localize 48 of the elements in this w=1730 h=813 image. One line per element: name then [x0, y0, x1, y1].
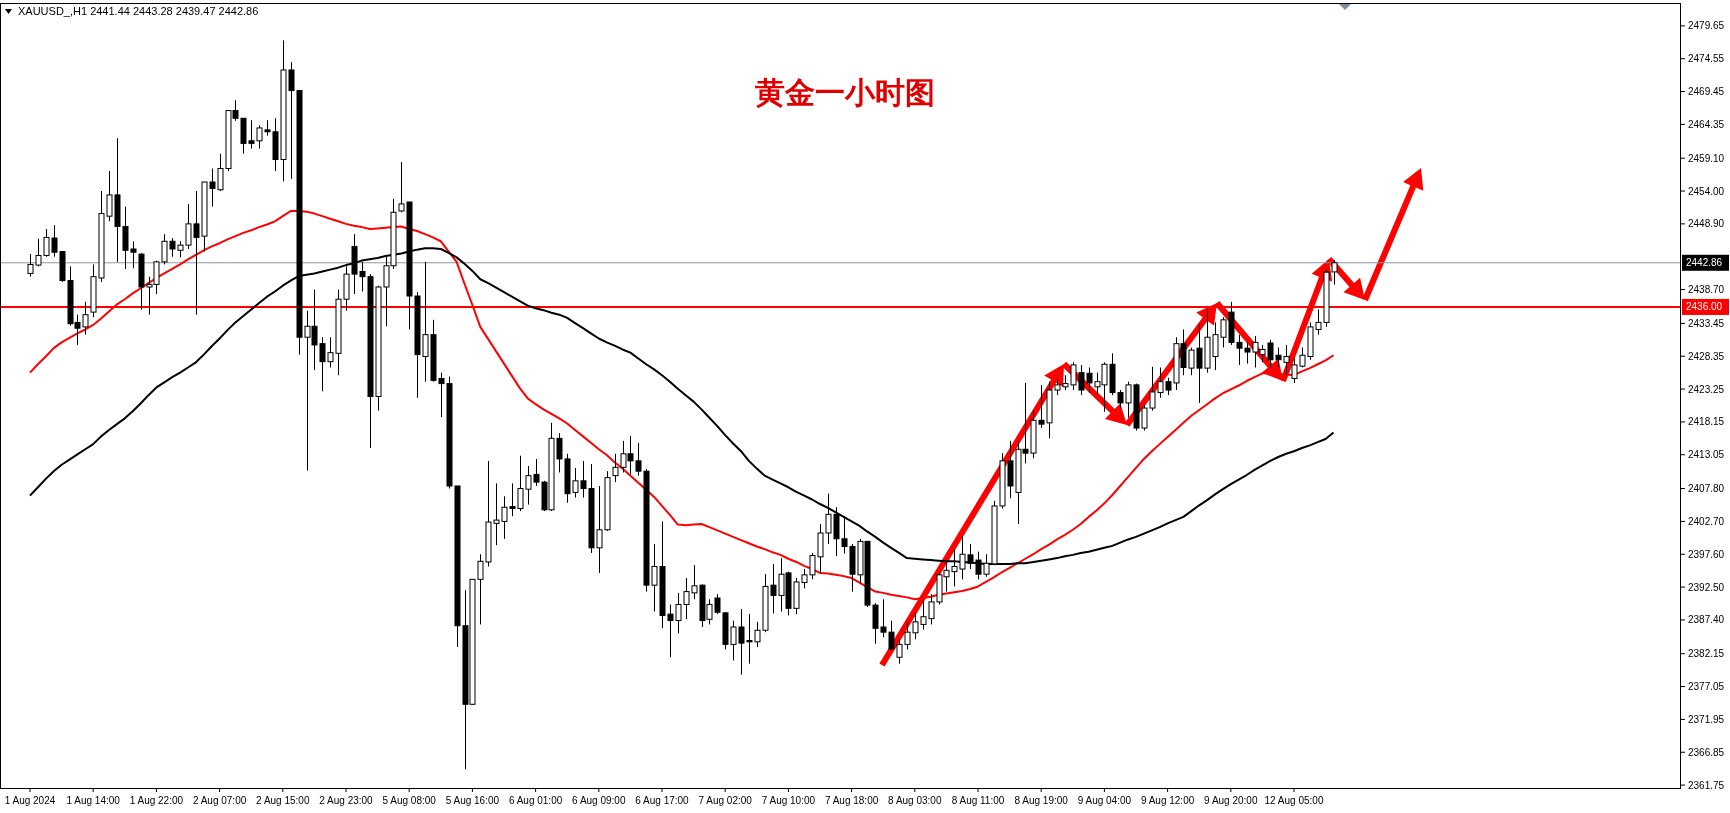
x-tick-label: 12 Aug 05:00: [1264, 795, 1324, 806]
x-tick-label: 6 Aug 17:00: [635, 795, 690, 806]
y-tick-label: 2413.05: [1688, 449, 1725, 461]
x-tick-label: 9 Aug 04:00: [1077, 795, 1132, 806]
text: 黄金一小时图: [755, 75, 935, 110]
y-tick-label: 2438.70: [1688, 284, 1725, 296]
x-tick-label: 5 Aug 16:00: [445, 795, 500, 806]
x-tick-label: 2 Aug 07:00: [192, 795, 247, 806]
y-tick-label: 2407.80: [1688, 483, 1725, 495]
x-tick-label: 8 Aug 19:00: [1014, 795, 1069, 806]
y-tick-label: 2377.05: [1688, 681, 1725, 693]
y-tick-label: 2371.95: [1688, 713, 1725, 725]
y-tick-label: 2479.65: [1688, 20, 1725, 32]
y-tick-label: 2448.90: [1688, 218, 1725, 230]
ref-line-label: 2436.00: [1686, 301, 1723, 313]
y-tick-label: 2418.15: [1688, 416, 1725, 428]
x-tick-label: 1 Aug 2024: [4, 795, 56, 806]
y-tick-label: 2423.25: [1688, 383, 1725, 395]
y-tick-label: 2397.60: [1688, 548, 1725, 560]
x-tick-label: 8 Aug 11:00: [951, 795, 1005, 806]
x-tick-label: 7 Aug 02:00: [698, 795, 753, 806]
x-tick-label: 6 Aug 09:00: [572, 795, 626, 806]
y-tick-label: 2428.35: [1688, 350, 1725, 362]
x-tick-label: 7 Aug 10:00: [761, 795, 816, 806]
y-tick-label: 2366.85: [1688, 746, 1725, 758]
x-tick-label: 6 Aug 01:00: [508, 795, 563, 806]
x-tick-label: 2 Aug 15:00: [256, 795, 310, 806]
x-tick-label: 2 Aug 23:00: [319, 795, 374, 806]
y-tick-label: 2474.55: [1688, 53, 1725, 65]
x-tick-label: 5 Aug 08:00: [382, 795, 437, 806]
y-tick-label: 2464.35: [1688, 118, 1725, 130]
y-tick-label: 2433.45: [1688, 317, 1725, 329]
x-tick-label: 1 Aug 14:00: [66, 795, 121, 806]
y-tick-label: 2392.50: [1688, 581, 1725, 593]
chart-subtitle: XAUUSD_,H1 2441.44 2443.28 2439.47 2442.86: [18, 5, 259, 17]
y-tick-label: 2469.45: [1688, 86, 1725, 98]
x-tick-label: 7 Aug 18:00: [824, 795, 879, 806]
y-tick-label: 2459.10: [1688, 152, 1725, 164]
y-tick-label: 2387.40: [1688, 614, 1725, 626]
y-tick-label: 2402.70: [1688, 515, 1725, 527]
y-tick-label: 2454.00: [1688, 185, 1725, 197]
x-tick-label: 1 Aug 22:00: [129, 795, 184, 806]
y-tick-label: 2382.15: [1688, 648, 1725, 660]
ref-line-label: 2442.86: [1686, 257, 1723, 269]
x-tick-label: 9 Aug 20:00: [1204, 795, 1258, 806]
x-tick-label: 9 Aug 12:00: [1140, 795, 1195, 806]
x-tick-label: 8 Aug 03:00: [888, 795, 942, 806]
y-tick-label: 2361.75: [1688, 779, 1725, 791]
